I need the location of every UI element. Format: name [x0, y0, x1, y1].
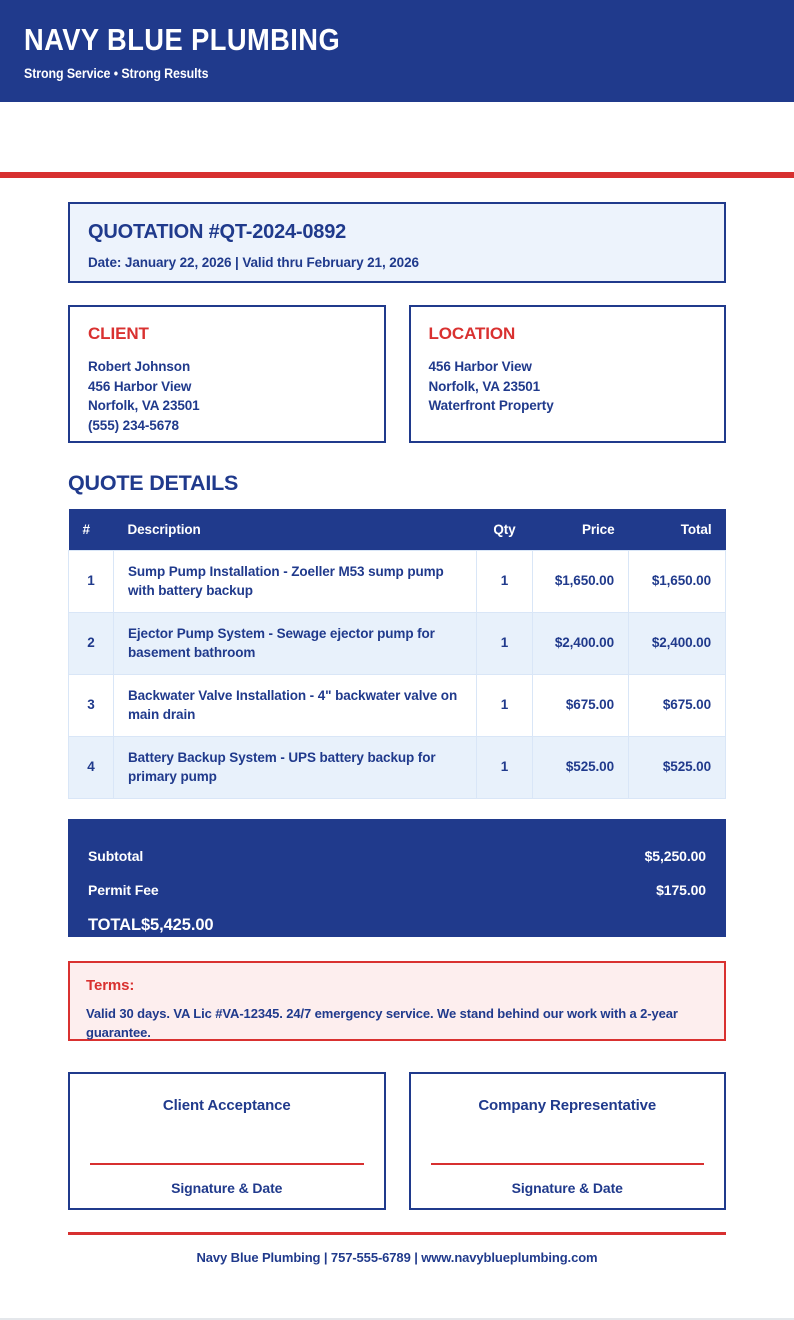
terms-heading: Terms:: [86, 976, 135, 994]
quote-details-heading: QUOTE DETAILS: [68, 471, 239, 495]
content-container: QUOTATION #QT-2024-0892 Date: January 22…: [68, 202, 726, 1210]
terms-box: Terms: Valid 30 days. VA Lic #VA-12345. …: [68, 960, 726, 1041]
location-address-line: 456 Harbor View: [428, 359, 532, 374]
quotation-date-line: Date: January 22, 2026 | Valid thru Febr…: [88, 255, 419, 270]
column-header-qty: Qty: [476, 509, 533, 550]
row-description: Battery Backup System - UPS battery back…: [113, 735, 477, 799]
signature-box-title: Company Representative: [478, 1096, 657, 1114]
signature-line: [90, 1162, 364, 1165]
line-items-table: # Description Qty Price Total 1 Sump Pum…: [68, 509, 726, 799]
row-qty: 1: [476, 735, 533, 799]
permit-fee-row: Permit Fee $175.00: [88, 882, 706, 898]
company-name: NAVY BLUE PLUMBING: [24, 22, 341, 57]
table-header-row: # Description Qty Price Total: [68, 509, 726, 550]
subtotal-row: Subtotal $5,250.00: [88, 848, 706, 864]
company-signature-box: Company Representative Signature & Date: [408, 1071, 726, 1210]
client-phone: (555) 234-5678: [88, 417, 179, 433]
quotation-banner: QUOTATION #QT-2024-0892 Date: January 22…: [68, 202, 726, 283]
location-heading: LOCATION: [428, 324, 516, 343]
row-qty: 1: [476, 549, 533, 613]
row-qty: 1: [476, 673, 533, 737]
subtotal-value: $5,250.00: [644, 847, 706, 864]
grand-total-label: TOTAL: [88, 915, 141, 934]
row-description: Backwater Valve Installation - 4" backwa…: [113, 673, 477, 737]
totals-panel: Subtotal $5,250.00 Permit Fee $175.00 TO…: [68, 818, 726, 937]
subtotal-label: Subtotal: [88, 847, 144, 864]
row-price: $1,650.00: [532, 549, 629, 613]
row-total: $525.00: [628, 735, 726, 799]
row-price: $675.00: [532, 673, 629, 737]
row-price: $525.00: [532, 735, 629, 799]
row-number: 2: [68, 611, 114, 675]
row-description: Ejector Pump System - Sewage ejector pum…: [113, 611, 477, 675]
row-number: 3: [68, 673, 114, 737]
signature-row: Client Acceptance Signature & Date Compa…: [68, 1071, 726, 1210]
client-box: CLIENT Robert Johnson 456 Harbor View No…: [68, 305, 386, 443]
column-header-number: #: [68, 509, 114, 550]
table-row: 4 Battery Backup System - UPS battery ba…: [68, 735, 726, 799]
page-bottom-edge: [0, 1318, 794, 1320]
client-signature-box: Client Acceptance Signature & Date: [68, 1071, 386, 1210]
row-total: $675.00: [628, 673, 726, 737]
column-header-total: Total: [628, 509, 726, 550]
column-header-description: Description: [113, 509, 477, 550]
signature-caption: Signature & Date: [511, 1179, 623, 1196]
row-price: $2,400.00: [532, 611, 629, 675]
signature-box-title: Client Acceptance: [162, 1096, 291, 1114]
row-description: Sump Pump Installation - Zoeller M53 sum…: [113, 549, 477, 613]
column-header-price: Price: [532, 509, 629, 550]
grand-total-row: TOTAL $5,425.00: [88, 916, 706, 935]
row-number: 4: [68, 735, 114, 799]
quotation-number: QUOTATION #QT-2024-0892: [88, 221, 347, 243]
client-name: Robert Johnson: [88, 359, 191, 374]
footer-contact-line: Navy Blue Plumbing | 757-555-6789 | www.…: [196, 1249, 598, 1265]
location-box: LOCATION 456 Harbor View Norfolk, VA 235…: [408, 305, 726, 443]
row-number: 1: [68, 549, 114, 613]
signature-line: [430, 1162, 704, 1165]
terms-body: Valid 30 days. VA Lic #VA-12345. 24/7 em…: [86, 1005, 678, 1040]
location-address-line: Norfolk, VA 23501: [428, 378, 541, 394]
row-total: $2,400.00: [628, 611, 726, 675]
table-row: 1 Sump Pump Installation - Zoeller M53 s…: [68, 549, 726, 613]
client-address-line: Norfolk, VA 23501: [88, 398, 200, 413]
client-address-line: 456 Harbor View: [88, 378, 192, 394]
company-tagline: Strong Service • Strong Results: [24, 66, 209, 81]
permit-fee-value: $175.00: [656, 881, 706, 898]
page-header: NAVY BLUE PLUMBING Strong Service • Stro…: [0, 0, 794, 102]
table-row: 3 Backwater Valve Installation - 4" back…: [68, 673, 726, 737]
location-note: Waterfront Property: [428, 398, 554, 413]
permit-fee-label: Permit Fee: [88, 881, 159, 898]
grand-total-value: $5,425.00: [140, 915, 214, 934]
client-heading: CLIENT: [88, 324, 149, 343]
top-red-divider: [0, 172, 794, 178]
row-qty: 1: [476, 611, 533, 675]
footer-red-divider: [68, 1231, 726, 1235]
row-total: $1,650.00: [628, 549, 726, 613]
table-row: 2 Ejector Pump System - Sewage ejector p…: [68, 611, 726, 675]
client-location-row: CLIENT Robert Johnson 456 Harbor View No…: [68, 305, 726, 443]
signature-caption: Signature & Date: [171, 1179, 283, 1196]
